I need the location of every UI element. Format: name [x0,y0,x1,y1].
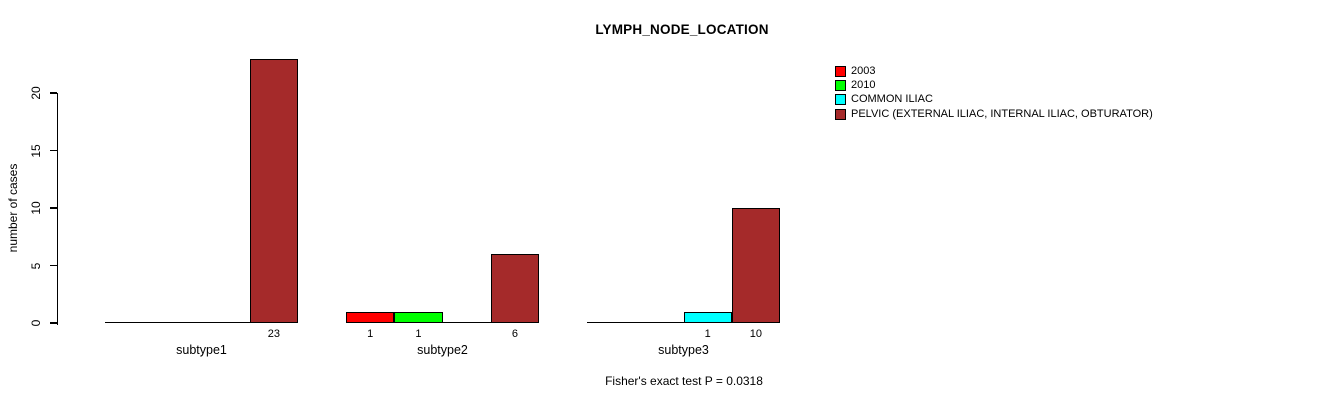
zero-bar-line [153,321,202,323]
annotation-text: Fisher's exact test P = 0.0318 [605,374,763,388]
legend-swatch [835,66,846,77]
bar [731,208,780,323]
bar-value-label: 1 [367,328,374,340]
bar [490,254,539,323]
zero-bar-line [201,321,250,323]
y-tick [49,92,57,94]
bar [346,311,395,323]
zero-bar-line [442,321,491,323]
bar [249,58,298,323]
legend-label: 2010 [851,79,876,92]
bar [394,311,443,323]
bar-value-label: 10 [749,328,762,340]
legend-swatch [835,80,846,92]
legend-label: 2003 [851,65,876,77]
legend-label: PELVIC (EXTERNAL ILIAC, INTERNAL ILIAC, … [851,107,1153,120]
bar-value-label: 6 [511,328,518,340]
y-tick [49,207,57,209]
y-tick [49,264,57,267]
legend-swatch [835,108,846,120]
y-tick [49,149,57,152]
zero-bar-line [105,321,154,323]
zero-bar-line [587,321,636,323]
bar [683,311,732,323]
bar-value-label: 23 [267,328,280,340]
x-category-label: subtype3 [658,343,709,357]
legend-label: COMMON ILIAC [851,93,933,106]
x-category-label: subtype1 [176,343,227,357]
y-axis-line [56,93,58,325]
zero-bar-line [635,321,684,323]
y-tick [49,322,57,324]
bar-value-label: 1 [415,328,422,340]
bar-value-label: 1 [704,328,711,340]
legend-swatch [835,94,846,106]
x-category-label: subtype2 [417,343,468,357]
chart-title: LYMPH_NODE_LOCATION [595,22,769,37]
